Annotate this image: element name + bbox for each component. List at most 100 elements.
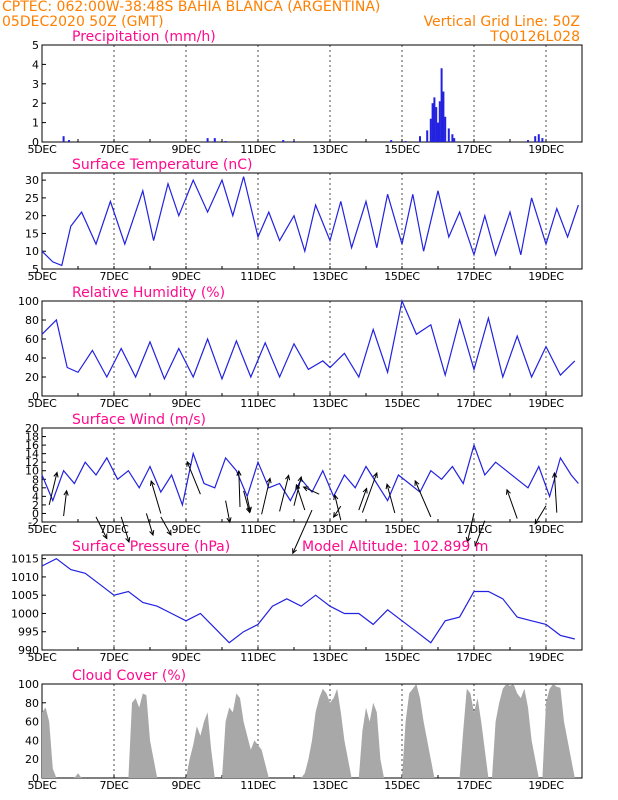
chart-header: CPTEC: 062:00W-38:48S BAHIA BLANCA (ARGE… <box>0 0 618 46</box>
y-tick-label: 18 <box>25 431 39 444</box>
wind-arrow-head <box>63 489 69 496</box>
y-tick-label: 6 <box>32 482 39 495</box>
wind-arrow-head <box>414 479 420 486</box>
x-tick-label: 15DEC <box>384 779 420 792</box>
x-tick-label: 7DEC <box>100 143 130 156</box>
precip-bar <box>435 107 438 142</box>
wind-arrow-head <box>186 460 192 467</box>
panel-rh: 0 20 40 60 80 100 5DEC 7DEC 9DEC 11DEC 13DEC 15DEC 1… <box>18 285 583 410</box>
x-tick-label: 17DEC <box>456 523 492 536</box>
x-tick-label: 15DEC <box>384 651 420 664</box>
precip-bar <box>224 141 227 142</box>
wind-arrow-head <box>534 518 540 525</box>
wind-arrow-head <box>245 507 251 514</box>
precip-bar <box>447 128 450 142</box>
precip-bar <box>438 101 441 142</box>
x-tick-label: 5DEC <box>28 651 58 664</box>
series-line <box>41 299 576 381</box>
x-tick-label: 19DEC <box>528 143 564 156</box>
precip-bar <box>534 136 537 142</box>
x-tick-label: 5DEC <box>28 397 58 410</box>
y-tick-label: 20 <box>25 422 39 435</box>
x-tick-label: 9DEC <box>172 397 202 410</box>
y-tick-label: 25 <box>25 192 39 205</box>
y-tick-label: 990 <box>18 644 39 657</box>
y-tick-label: 0 <box>32 507 39 520</box>
x-tick-label: 9DEC <box>172 779 202 792</box>
wind-arrow-head <box>53 471 59 478</box>
y-tick-label: 2 <box>32 97 39 110</box>
x-tick-label: 13DEC <box>312 143 348 156</box>
precip-bar <box>293 141 295 142</box>
x-tick-label: 13DEC <box>312 397 348 410</box>
wind-arrow-head <box>302 486 309 492</box>
wind-arrow <box>160 516 172 536</box>
wind-arrow <box>303 486 320 495</box>
y-tick-label: 100 <box>18 295 39 308</box>
precip-bar <box>541 138 544 142</box>
x-tick-label: 13DEC <box>312 779 348 792</box>
wind-arrow <box>295 484 306 511</box>
x-tick-label: 7DEC <box>100 651 130 664</box>
plot-frame <box>41 300 583 397</box>
x-tick-label: 19DEC <box>528 270 564 283</box>
wind-arrow-head <box>332 511 339 518</box>
y-tick-label: 60 <box>25 716 39 729</box>
y-tick-label: 80 <box>25 314 39 327</box>
x-tick-label: 11DEC <box>240 397 276 410</box>
wind-arrow-head <box>372 471 378 479</box>
precip-bar <box>206 138 209 142</box>
wind-arrow <box>293 476 302 506</box>
y-tick-label: 1000 <box>11 607 39 620</box>
wind-arrow <box>534 505 547 525</box>
y-tick-label: 1015 <box>11 553 39 566</box>
wind-arrow <box>292 509 313 554</box>
wind-arrow <box>145 513 154 536</box>
x-tick-label: 17DEC <box>456 143 492 156</box>
x-tick-label: 17DEC <box>456 397 492 410</box>
precip-bar <box>431 103 434 142</box>
precip-bar <box>426 130 429 142</box>
y-tick-label: 1005 <box>11 589 39 602</box>
precip-bar <box>444 116 447 142</box>
x-tick-label: 5DEC <box>28 523 58 536</box>
precip-bar <box>451 134 454 142</box>
panel-title: Surface Wind (m/s) <box>72 412 206 428</box>
y-tick-label: 4 <box>32 490 39 503</box>
x-tick-label: 7DEC <box>100 397 130 410</box>
precip-bar <box>437 122 439 142</box>
y-tick-label: 16 <box>25 439 39 452</box>
wind-arrow-head <box>552 471 558 478</box>
panel-temp: 5 10 15 20 25 30 5DEC 7DEC 9DEC 11DEC 13DEC 15DEC 17… <box>25 157 583 283</box>
wind-arrow-head <box>149 530 155 537</box>
y-tick-label: -2 <box>28 516 39 529</box>
panel-title: Cloud Cover (%) <box>72 668 186 684</box>
series-line <box>41 557 575 644</box>
x-tick-label: 13DEC <box>312 651 348 664</box>
wind-arrow <box>225 500 231 523</box>
wind-arrow <box>279 475 290 512</box>
y-tick-label: 12 <box>25 456 39 469</box>
x-tick-label: 9DEC <box>172 143 202 156</box>
wind-arrow-head <box>266 477 272 484</box>
x-tick-label: 7DEC <box>100 779 130 792</box>
precip-bar <box>419 136 421 142</box>
wind-arrow <box>238 471 241 508</box>
y-tick-label: 10 <box>25 245 39 258</box>
wind-arrow <box>333 505 342 518</box>
precip-bar <box>440 68 443 142</box>
precip-bar <box>404 141 407 142</box>
vertical-grid-note: Vertical Grid Line: 50Z <box>423 14 580 30</box>
precip-bar <box>62 136 65 142</box>
precip-bar <box>442 91 445 142</box>
wind-arrow <box>334 494 342 521</box>
x-tick-label: 7DEC <box>100 270 130 283</box>
wind-arrow-head <box>125 537 131 544</box>
panel-title: Surface Temperature (nC) <box>72 157 253 173</box>
x-tick-label: 5DEC <box>28 143 58 156</box>
wind-arrow-head <box>102 533 108 540</box>
wind-arrow-head <box>385 483 391 490</box>
model-code: TQ0126L028 <box>490 29 580 45</box>
wind-arrow-head <box>295 483 301 490</box>
wind-arrow <box>48 472 58 506</box>
